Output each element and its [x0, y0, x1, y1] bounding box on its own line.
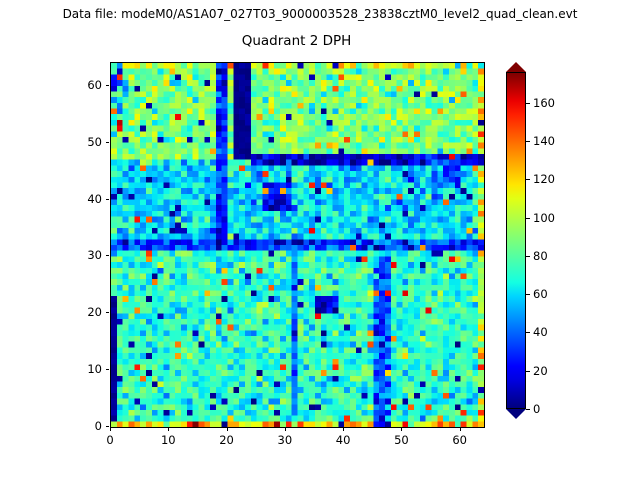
data-file-label: Data file: modeM0/AS1A07_027T03_90000035… [62, 7, 578, 21]
y-tick-label: 60 [87, 77, 102, 92]
colorbar-tick-label: 60 [533, 287, 548, 302]
x-tick-label: 0 [106, 433, 114, 447]
y-tick-mark [105, 426, 109, 427]
x-tick-mark [401, 427, 403, 431]
colorbar-extend-high-arrow-icon [506, 62, 526, 72]
colorbar-tick-label: 0 [533, 402, 541, 416]
detector-heatmap-image[interactable] [111, 63, 484, 427]
x-tick-label: 60 [452, 433, 468, 447]
x-tick-mark [459, 427, 461, 431]
x-tick-mark [343, 427, 345, 431]
page-title: Quadrant 2 DPH [241, 33, 352, 49]
y-tick-label: 40 [87, 191, 102, 206]
x-tick-label: 10 [160, 433, 176, 447]
colorbar-tick-mark [526, 409, 530, 410]
y-tick-label: 20 [87, 305, 102, 320]
colorbar-tick-mark [526, 332, 530, 334]
colorbar-tick-mark [526, 217, 530, 219]
colorbar-gradient [506, 72, 526, 409]
y-tick-label: 10 [87, 362, 102, 377]
y-tick-mark [105, 369, 109, 371]
colorbar-tick-mark [526, 255, 530, 257]
colorbar-body[interactable] [506, 62, 526, 419]
x-tick-label: 40 [335, 433, 351, 447]
colorbar-tick-mark [526, 179, 530, 181]
x-tick-mark [284, 427, 286, 431]
colorbar-tick-label: 20 [533, 363, 548, 378]
colorbar-tick-label: 140 [533, 133, 555, 148]
colorbar-tick-label: 40 [533, 325, 548, 340]
x-tick-mark [168, 427, 170, 431]
x-tick-mark [226, 427, 228, 431]
x-tick-label: 50 [394, 433, 409, 447]
y-tick-label: 30 [87, 248, 102, 263]
colorbar-tick-mark [526, 140, 530, 142]
y-tick-mark [105, 312, 109, 314]
colorbar-tick-mark [526, 294, 530, 296]
y-tick-label: 50 [87, 134, 102, 149]
x-tick-label: 30 [277, 433, 293, 447]
colorbar-tick-label: 160 [533, 95, 555, 110]
colorbar-tick-label: 100 [533, 210, 555, 225]
y-tick-label: 0 [94, 419, 102, 433]
colorbar-tick-mark [526, 370, 530, 372]
heatmap-axes[interactable] [110, 62, 485, 428]
colorbar[interactable]: 0 20 40 60 80 100 120 140 160 [506, 62, 555, 426]
colorbar-extend-low-arrow-icon [506, 409, 526, 419]
colorbar-tick-label: 120 [533, 172, 555, 187]
y-tick-mark [105, 84, 109, 86]
x-tick-label: 20 [219, 433, 234, 447]
y-tick-mark [105, 141, 109, 143]
x-tick-mark [110, 427, 111, 431]
colorbar-tick-label: 80 [533, 248, 548, 263]
y-tick-mark [105, 255, 109, 257]
y-tick-mark [105, 198, 109, 200]
colorbar-tick-mark [526, 102, 530, 104]
